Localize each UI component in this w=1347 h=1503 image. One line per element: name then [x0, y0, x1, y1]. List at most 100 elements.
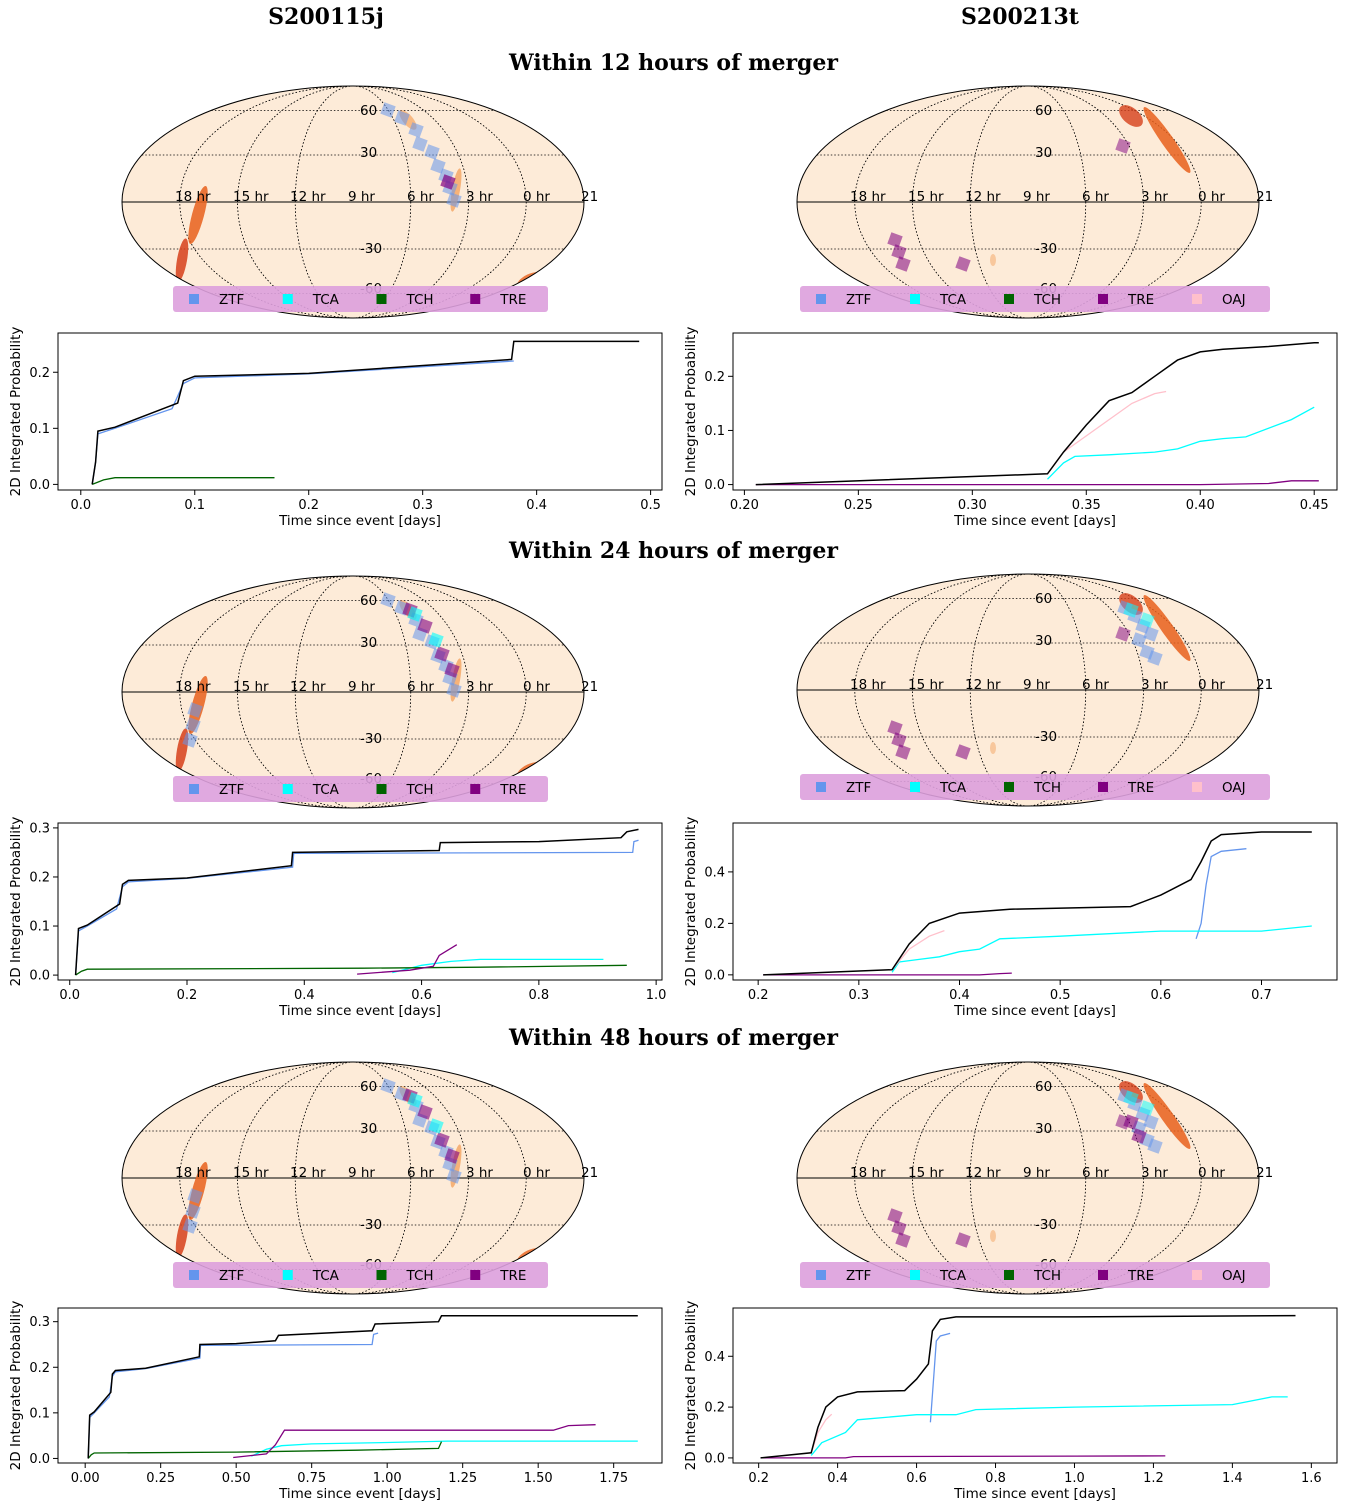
legend-label-ztf: ZTF — [846, 780, 871, 796]
legend-label-tre: TRE — [499, 1268, 526, 1284]
probability-region — [1143, 107, 1191, 173]
ztf-tile — [446, 192, 462, 208]
y-tick-label: 0.2 — [704, 917, 725, 932]
x-tick-label: 0.25 — [146, 1471, 175, 1486]
x-tick-label: 0.3 — [848, 988, 869, 1003]
series-line-ztf — [1195, 848, 1247, 940]
probability-region — [175, 238, 189, 282]
x-axis-label: Time since event [days] — [953, 1486, 1116, 1502]
ztf-tile — [187, 702, 203, 718]
plot-frame — [57, 822, 663, 981]
series-line-tre — [763, 972, 1012, 976]
dec-label: -30 — [1035, 241, 1057, 257]
ztf-tile — [408, 122, 424, 138]
sky-content — [797, 86, 1259, 318]
probability-region — [1143, 595, 1191, 661]
dec-label: 30 — [1035, 633, 1052, 649]
tre-tile — [444, 1148, 460, 1164]
ra-label: 18 hr — [175, 679, 211, 695]
x-tick-label: 0.1 — [184, 498, 205, 513]
x-tick-label: 0.00 — [71, 1471, 100, 1486]
x-tick-label: 0.0 — [59, 988, 80, 1003]
legend-marker-tre — [1098, 782, 1108, 792]
dec-label: 60 — [360, 1079, 377, 1095]
y-tick-label: 0.2 — [704, 370, 725, 385]
x-tick-label: 1.00 — [373, 1471, 402, 1486]
ztf-tile — [446, 1168, 462, 1184]
tre-tile — [434, 1132, 450, 1148]
y-tick-label: 0.4 — [704, 865, 725, 880]
legend-box — [800, 1262, 1270, 1288]
ra-label: 0 hr — [523, 679, 550, 695]
dec-label: 60 — [1035, 1079, 1052, 1095]
legend-marker-tca — [282, 784, 293, 794]
ra-label: 15 hr — [908, 1165, 944, 1181]
plot-frame — [57, 1307, 663, 1464]
x-tick-label: 0.6 — [1150, 988, 1171, 1003]
ra-label: 21 hr — [581, 679, 600, 695]
legend-label-tca: TCA — [939, 1268, 967, 1284]
dec-label: 60 — [360, 103, 377, 119]
series-line-tca — [810, 1396, 1288, 1456]
legend-label-oaj: OAJ — [1222, 292, 1246, 308]
series-line-tca — [891, 925, 1312, 973]
x-tick-label: 0.4 — [294, 988, 315, 1003]
legend-marker-tch — [1004, 782, 1014, 792]
legend-label-tch: TCH — [1033, 292, 1061, 308]
x-axis-label: Time since event [days] — [953, 513, 1116, 529]
ra-label: 12 hr — [965, 1165, 1001, 1181]
x-tick-label: 1.0 — [646, 988, 667, 1003]
legend-label-tch: TCH — [406, 1268, 434, 1284]
x-tick-label: 0.0 — [70, 498, 91, 513]
probability-region — [1119, 105, 1143, 127]
x-tick-label: 0.8 — [985, 1471, 1006, 1486]
ra-label: 12 hr — [965, 189, 1001, 205]
tre-tile — [444, 662, 460, 678]
x-tick-label: 0.7 — [1251, 988, 1272, 1003]
legend-marker-tre — [470, 784, 481, 794]
ra-label: 0 hr — [1198, 677, 1225, 693]
legend-marker-ztf — [189, 784, 199, 794]
legend-label-tca: TCA — [312, 782, 340, 798]
ra-label: 3 hr — [1141, 1165, 1168, 1181]
legend-label-ztf: ZTF — [219, 1268, 244, 1284]
y-tick-label: 0.1 — [29, 422, 50, 437]
legend-marker-tch — [1004, 294, 1014, 304]
tre-tile — [440, 174, 456, 190]
skymap-s200213t-12h: 18 hr 15 hr 12 hr 9 hr 6 hr 3 hr 0 hr 21 hr 60 30… — [796, 85, 1275, 319]
tca-tile — [407, 606, 423, 622]
ra-label: 6 hr — [407, 1165, 434, 1181]
ra-label: 21 hr — [581, 1165, 600, 1181]
legend-label-tch: TCH — [1033, 1268, 1061, 1284]
ra-label: 6 hr — [1082, 189, 1109, 205]
legend-label-tca: TCA — [939, 780, 967, 796]
ra-label: 6 hr — [407, 679, 434, 695]
legend-marker-tca — [910, 1270, 920, 1280]
ra-label: 21 hr — [581, 189, 600, 205]
ra-label: 9 hr — [1023, 1165, 1050, 1181]
ztf-tile — [424, 144, 440, 160]
tca-tile — [1139, 1100, 1155, 1116]
sky-outline — [121, 1061, 585, 1295]
dec-label: 30 — [360, 635, 377, 651]
y-tick-label: 0.2 — [29, 366, 50, 381]
tre-tile — [1115, 626, 1131, 642]
ra-label: 21 hr — [1256, 189, 1275, 205]
dec-label: 30 — [1035, 1121, 1052, 1137]
ztf-tile — [185, 1203, 201, 1219]
ztf-tile — [380, 1078, 396, 1094]
legend-marker-tch — [376, 1270, 387, 1280]
y-tick-label: 0.0 — [29, 478, 50, 493]
ra-label: 15 hr — [233, 189, 269, 205]
legend-marker-tca — [910, 782, 920, 792]
x-tick-label: 0.45 — [1300, 498, 1329, 513]
ra-label: 9 hr — [348, 679, 375, 695]
legend-marker-tre — [1098, 1270, 1108, 1280]
x-tick-label: 0.25 — [844, 498, 873, 513]
ra-label: 15 hr — [908, 189, 944, 205]
y-tick-label: 0.1 — [29, 920, 50, 935]
tre-tile — [417, 618, 433, 634]
tre-tile — [887, 1208, 903, 1224]
series-line-tch — [87, 1441, 443, 1459]
x-tick-label: 1.4 — [1222, 1471, 1243, 1486]
